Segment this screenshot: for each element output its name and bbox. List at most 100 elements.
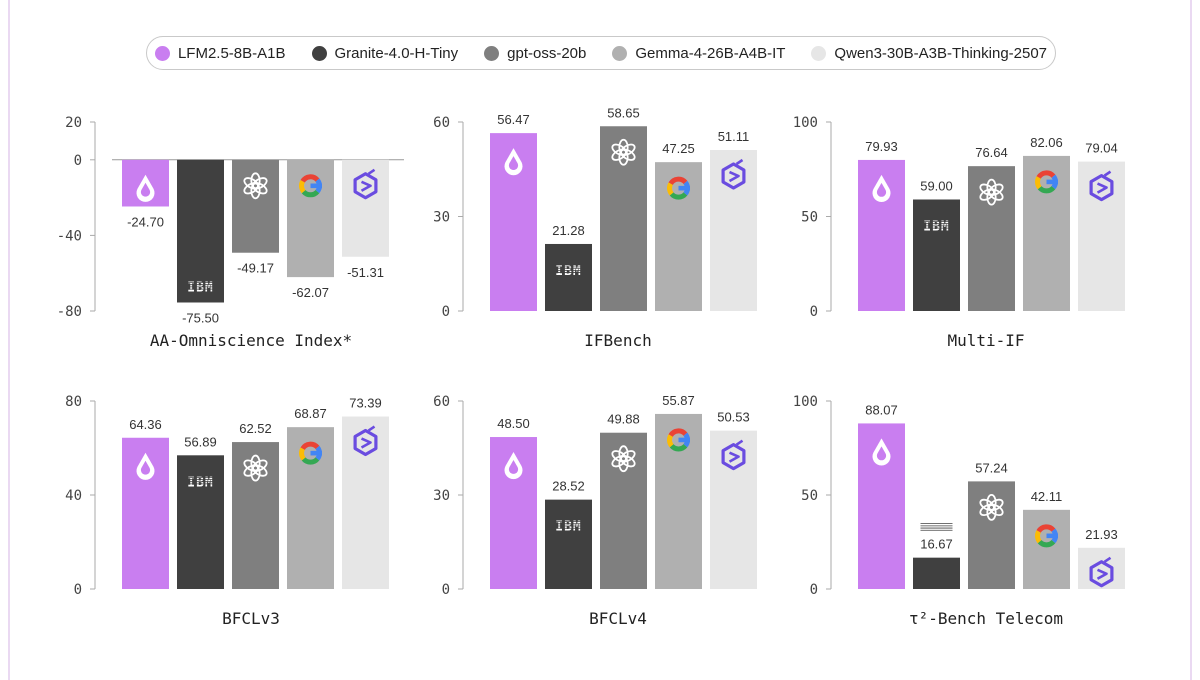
y-tick-label: 60 <box>433 115 450 131</box>
bar-gemma <box>655 413 702 589</box>
google-logo-icon <box>299 441 322 465</box>
y-tick-label: 0 <box>810 304 818 320</box>
bar-gpt-oss <box>968 481 1015 589</box>
legend-label-lfm: LFM2.5-8B-A1B <box>177 44 286 62</box>
legend-swatch-gemma <box>612 45 628 61</box>
y-tick-label: 100 <box>793 115 818 131</box>
qwen-logo-icon <box>721 158 746 190</box>
bar-granite <box>177 159 224 303</box>
y-tick-label: -40 <box>57 228 82 244</box>
svg-text:IBM: IBM <box>555 520 581 535</box>
charts-canvas: 20 0 -40 -80 -24.70 IBM -75.50 -49.17 -62.07 -51.… <box>57 105 1125 628</box>
bar-gemma <box>1023 509 1070 589</box>
legend-swatch-qwen <box>811 45 827 61</box>
google-logo-icon <box>299 174 322 198</box>
chart-title: Multi-IF <box>947 331 1024 350</box>
value-label-gpt-oss: 76.64 <box>975 145 1008 160</box>
svg-text:IBM: IBM <box>923 219 949 234</box>
y-tick-label: 40 <box>65 488 82 504</box>
legend-item-gemma: Gemma-4-26B-A4B-IT <box>612 45 785 62</box>
liquid-logo-icon <box>872 174 891 203</box>
figure-frame <box>8 0 1192 680</box>
value-label-gpt-oss: 62.52 <box>239 421 272 436</box>
value-label-gpt-oss: 49.88 <box>607 412 640 427</box>
value-label-gemma: 55.87 <box>662 393 695 408</box>
y-tick-label: 60 <box>433 394 450 410</box>
y-tick-label: 50 <box>801 210 818 226</box>
value-label-qwen: 79.04 <box>1085 141 1118 156</box>
chart-title: τ²-Bench Telecom <box>909 609 1063 628</box>
value-label-gpt-oss: 57.24 <box>975 460 1008 475</box>
qwen-logo-icon <box>721 439 746 471</box>
benchmark-chart-4: 60 30 0 48.50 IBM 28.52 49.88 55.87 50.53 BFCLv4 <box>433 393 757 628</box>
ibm-logo-icon: IBM <box>920 522 953 537</box>
value-label-lfm: 88.07 <box>865 402 898 417</box>
value-label-lfm: 56.47 <box>497 112 530 127</box>
value-label-lfm: 64.36 <box>129 417 162 432</box>
legend-item-granite: Granite-4.0-H-Tiny <box>311 45 458 62</box>
svg-text:IBM: IBM <box>187 475 213 490</box>
benchmark-chart-3: 80 40 0 64.36 IBM 56.89 62.52 68.87 73.39 BFCLv3 <box>65 394 389 628</box>
y-tick-label: 0 <box>442 304 450 320</box>
value-label-qwen: 51.11 <box>718 129 750 144</box>
liquid-logo-icon <box>504 148 523 176</box>
liquid-logo-icon <box>136 452 155 480</box>
openai-logo-icon <box>979 493 1004 521</box>
ibm-logo-icon: IBM <box>184 475 217 490</box>
value-label-granite: 28.52 <box>552 479 585 494</box>
chart-title: AA-Omniscience Index* <box>150 331 352 350</box>
value-label-lfm: 79.93 <box>865 139 898 154</box>
benchmark-chart-1: 60 30 0 56.47 IBM 21.28 58.65 47.25 51.11 IFBench <box>433 105 757 350</box>
value-label-qwen: -51.31 <box>347 265 384 280</box>
bar-gemma <box>1023 155 1070 311</box>
value-label-gemma: -62.07 <box>292 285 329 300</box>
liquid-logo-icon <box>136 174 155 202</box>
legend-swatch-lfm <box>154 45 170 61</box>
value-label-granite: 21.28 <box>552 223 585 238</box>
bar-granite <box>545 243 592 311</box>
liquid-logo-icon <box>872 438 891 466</box>
legend-label-gemma: Gemma-4-26B-A4B-IT <box>635 44 786 62</box>
value-label-gpt-oss: 58.65 <box>607 105 640 120</box>
y-tick-label: 30 <box>433 210 450 226</box>
y-tick-label: 80 <box>65 394 82 410</box>
value-label-gemma: 82.06 <box>1030 135 1063 150</box>
openai-logo-icon <box>611 138 636 166</box>
bar-granite <box>913 199 960 311</box>
openai-logo-icon <box>243 454 268 482</box>
y-tick-label: 20 <box>65 115 82 131</box>
ibm-logo-icon: IBM <box>184 280 217 295</box>
svg-text:IBM: IBM <box>923 522 949 537</box>
svg-text:IBM: IBM <box>555 264 581 279</box>
liquid-logo-icon <box>504 452 523 480</box>
value-label-gemma: 68.87 <box>294 406 327 421</box>
bar-gpt-oss <box>232 159 279 253</box>
legend-swatch-granite <box>311 45 327 61</box>
openai-logo-icon <box>243 172 268 200</box>
legend-label-gpt-oss: gpt-oss-20b <box>507 44 587 62</box>
chart-title: BFCLv3 <box>222 609 280 628</box>
qwen-logo-icon <box>353 425 378 457</box>
bar-granite <box>545 499 592 589</box>
y-tick-label: 0 <box>74 153 82 169</box>
value-label-granite: 56.89 <box>184 434 217 449</box>
legend-label-qwen: Qwen3-30B-A3B-Thinking-2507 <box>834 44 1048 62</box>
bar-gpt-oss <box>600 432 647 589</box>
chart-title: IFBench <box>584 331 651 350</box>
ibm-logo-icon: IBM <box>552 520 585 535</box>
y-tick-label: 0 <box>810 582 818 598</box>
value-label-qwen: 50.53 <box>717 410 750 425</box>
bar-qwen <box>710 150 757 311</box>
qwen-logo-icon <box>353 168 378 200</box>
bar-gemma <box>655 162 702 311</box>
legend-item-qwen: Qwen3-30B-A3B-Thinking-2507 <box>811 45 1047 62</box>
bar-gemma <box>287 159 334 278</box>
bar-granite <box>913 557 960 589</box>
value-label-lfm: 48.50 <box>497 416 530 431</box>
value-label-gemma: 47.25 <box>662 141 695 156</box>
google-logo-icon <box>667 428 690 452</box>
google-logo-icon <box>1035 170 1058 194</box>
legend-swatch-gpt-oss <box>484 45 500 61</box>
qwen-logo-icon <box>1089 556 1114 588</box>
